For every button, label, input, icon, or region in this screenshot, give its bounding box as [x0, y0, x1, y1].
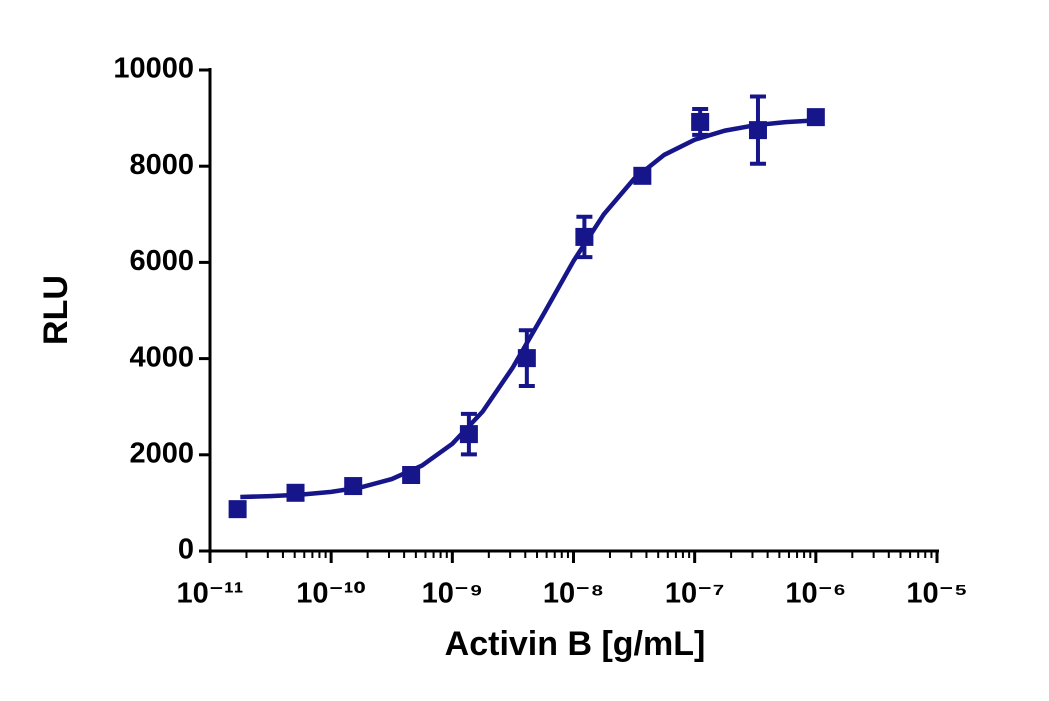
x-tick-label: 10⁻¹⁰	[296, 578, 366, 610]
data-point	[748, 121, 767, 140]
y-tick-label: 10000	[113, 53, 194, 85]
data-point	[633, 166, 652, 185]
data-point	[575, 227, 594, 246]
x-tick-label: 10⁻⁹	[422, 578, 483, 610]
x-axis-title: Activin B [g/mL]	[445, 625, 706, 663]
x-tick-label: 10⁻⁶	[785, 578, 846, 610]
data-point	[286, 483, 305, 502]
data-point	[228, 500, 247, 519]
data-point	[344, 477, 363, 496]
data-point	[459, 425, 478, 444]
data-point	[691, 112, 710, 131]
x-tick-label: 10⁻⁵	[906, 578, 967, 610]
data-point	[517, 349, 536, 368]
x-tick-label: 10⁻⁷	[665, 578, 725, 610]
data-point	[806, 108, 825, 127]
y-tick-label: 0	[178, 534, 194, 566]
y-tick-label: 4000	[129, 341, 194, 373]
y-tick-label: 2000	[129, 437, 194, 469]
x-tick-label: 10⁻¹¹	[177, 578, 244, 610]
data-point	[402, 466, 421, 485]
y-tick-label: 6000	[129, 245, 194, 277]
y-axis-title: RLU	[37, 275, 75, 345]
y-tick-label: 8000	[129, 149, 194, 181]
fit-curve	[240, 118, 816, 500]
x-tick-label: 10⁻⁸	[543, 578, 604, 610]
